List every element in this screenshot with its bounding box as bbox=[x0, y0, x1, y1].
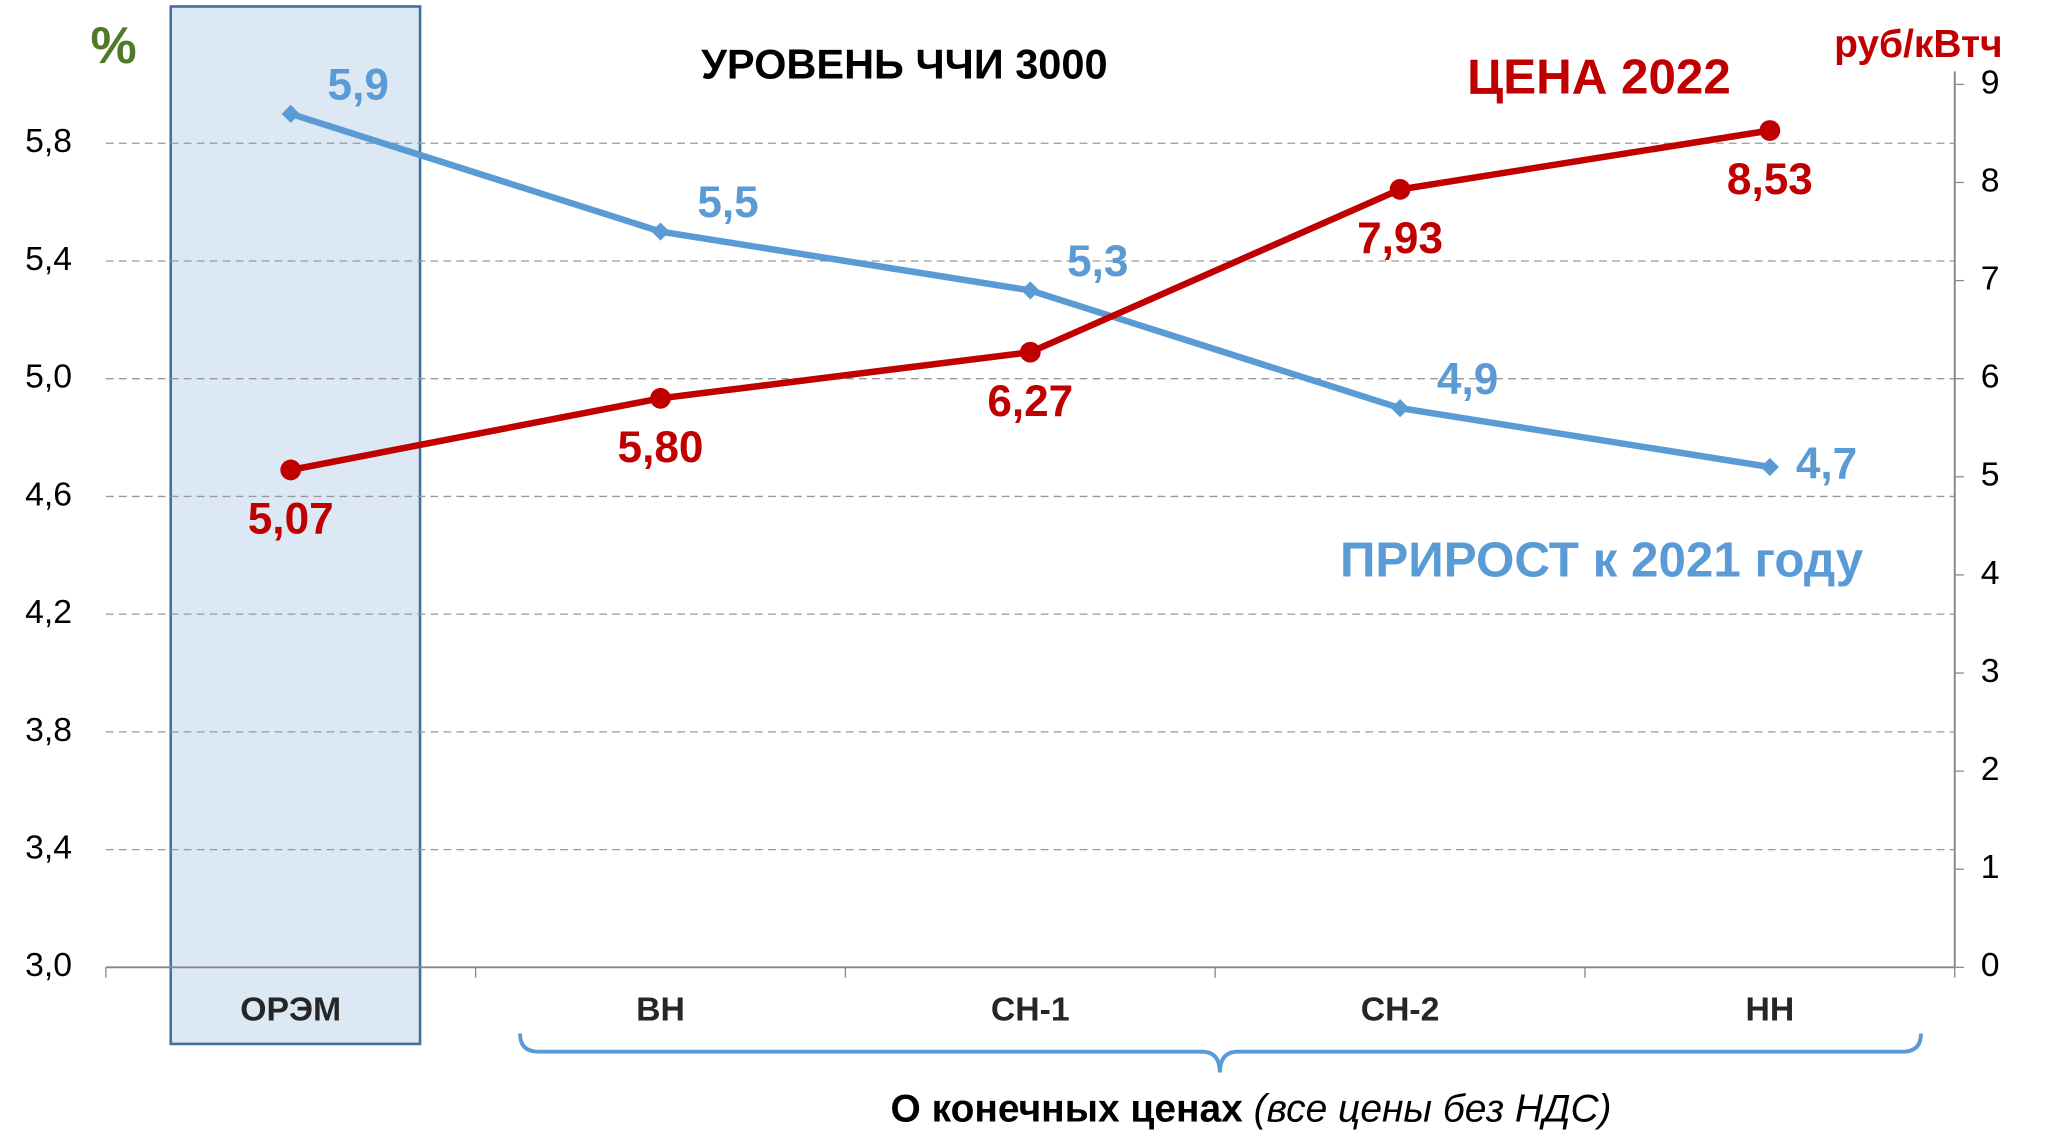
y-axis-label: % bbox=[91, 17, 137, 75]
x-axis-label: О конечных ценах (все цены без НДС) bbox=[891, 1088, 1612, 1131]
x-tick-label: СН-1 bbox=[991, 990, 1070, 1028]
data-label: 8,53 bbox=[1727, 155, 1813, 204]
x-axis-label-note: (все цены без НДС) bbox=[1254, 1088, 1612, 1131]
highlight-band bbox=[169, 5, 422, 1046]
point bbox=[1760, 457, 1779, 477]
y2-tick-label: 1 bbox=[1981, 848, 2000, 886]
y-tick-label: 5,4 bbox=[25, 240, 72, 278]
y-tick-label: 4,6 bbox=[25, 475, 72, 513]
data-label: 5,07 bbox=[248, 495, 334, 544]
data-label: 5,5 bbox=[697, 178, 758, 227]
data-label: 5,80 bbox=[618, 423, 704, 472]
data-label: 6,27 bbox=[987, 377, 1073, 426]
y2-tick-label: 4 bbox=[1981, 554, 2000, 592]
y2-tick-label: 7 bbox=[1981, 260, 2000, 298]
annotation: ЦЕНА 2022 bbox=[1467, 50, 1731, 105]
y2-tick-label: 9 bbox=[1981, 63, 2000, 101]
point bbox=[1019, 341, 1041, 363]
point bbox=[1390, 399, 1410, 418]
y-tick-label: 3,8 bbox=[25, 711, 72, 749]
x-tick-label: ВН bbox=[636, 990, 685, 1028]
brace bbox=[518, 1033, 1923, 1073]
chart-title: УРОВЕНЬ ЧЧИ 3000 bbox=[701, 40, 1108, 87]
y-tick-label: 3,4 bbox=[25, 829, 72, 867]
point bbox=[1021, 281, 1040, 300]
point bbox=[651, 222, 670, 241]
y2-tick-label: 6 bbox=[1981, 358, 2000, 396]
y2-tick-label: 5 bbox=[1981, 456, 2000, 494]
data-label: 5,3 bbox=[1067, 237, 1128, 286]
point bbox=[1759, 120, 1781, 141]
y-tick-label: 4,2 bbox=[25, 593, 72, 631]
y2-tick-label: 8 bbox=[1981, 161, 2000, 199]
x-axis-label-main: О конечных ценах bbox=[891, 1088, 1244, 1131]
data-label: 7,93 bbox=[1357, 214, 1443, 263]
x-tick-label: СН-2 bbox=[1361, 990, 1440, 1028]
y2-tick-label: 2 bbox=[1981, 750, 2000, 788]
y2-tick-label: 3 bbox=[1981, 652, 2000, 690]
y2-axis-label: руб/кВтч bbox=[1834, 23, 2003, 66]
y-tick-label: 5,8 bbox=[25, 122, 72, 160]
point bbox=[281, 104, 300, 123]
point bbox=[650, 387, 671, 409]
data-label: 4,9 bbox=[1437, 355, 1498, 404]
y-tick-label: 5,0 bbox=[25, 358, 72, 396]
x-tick-label: НН bbox=[1745, 990, 1794, 1028]
data-label: 4,7 bbox=[1796, 440, 1857, 489]
point bbox=[280, 459, 302, 481]
y2-tick-label: 0 bbox=[1981, 946, 2000, 984]
y-tick-label: 3,0 bbox=[25, 946, 72, 984]
data-label: 5,9 bbox=[328, 61, 389, 110]
point bbox=[1389, 178, 1411, 200]
x-tick-label: ОРЭМ bbox=[240, 990, 341, 1028]
annotation: ПРИРОСТ к 2021 году bbox=[1340, 533, 1864, 588]
